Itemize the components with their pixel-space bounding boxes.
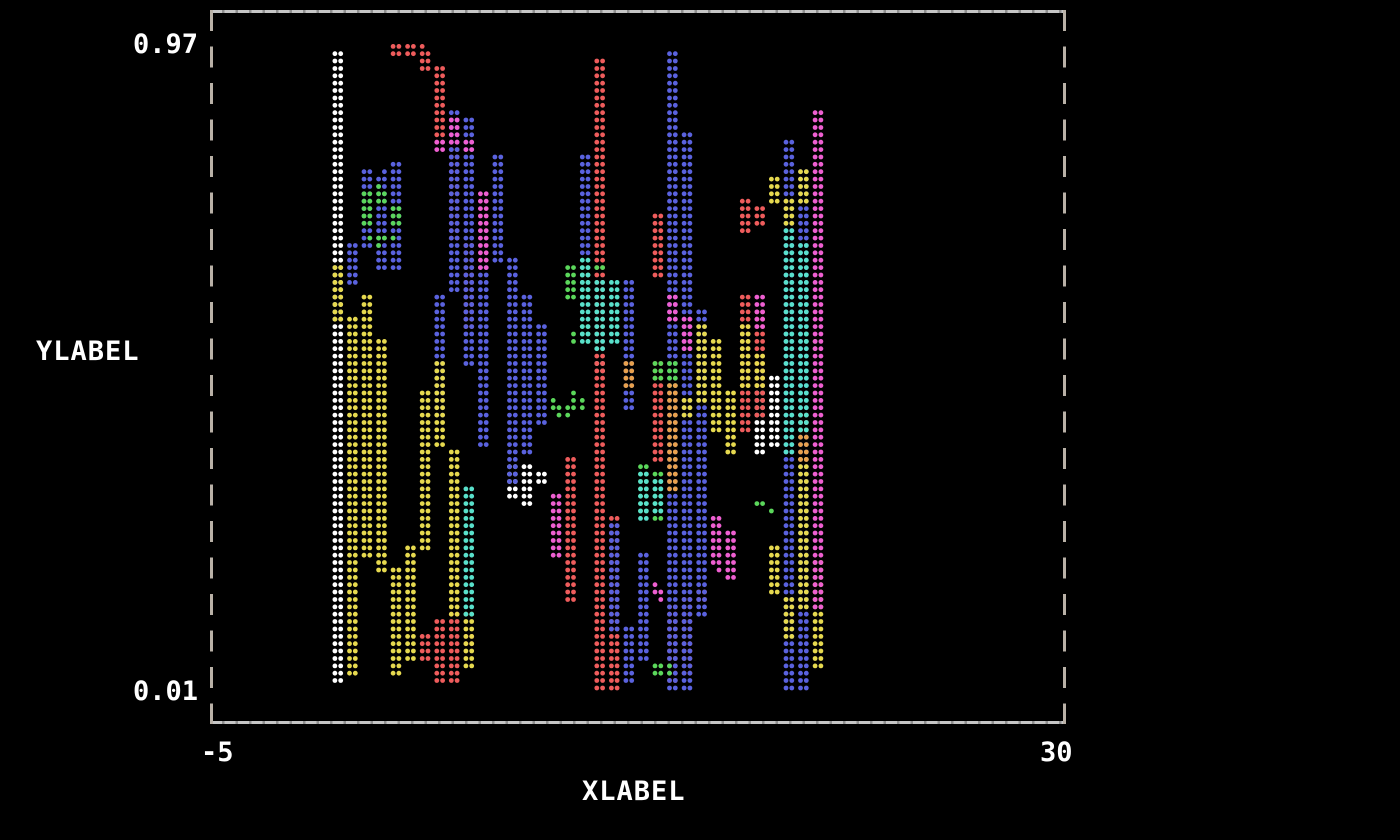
x-tick-max: 30 (1040, 737, 1073, 768)
y-tick-max: 0.97 (132, 29, 198, 60)
y-axis-label: YLABEL (36, 336, 140, 367)
plot-border-bottom (211, 721, 1066, 724)
x-tick-min: -5 (201, 737, 234, 768)
plot-border-top (211, 10, 1066, 13)
x-axis-label: XLABEL (582, 776, 686, 807)
plot-border-left (210, 10, 213, 724)
y-tick-min: 0.01 (132, 676, 198, 707)
plot-border-right (1063, 10, 1066, 724)
